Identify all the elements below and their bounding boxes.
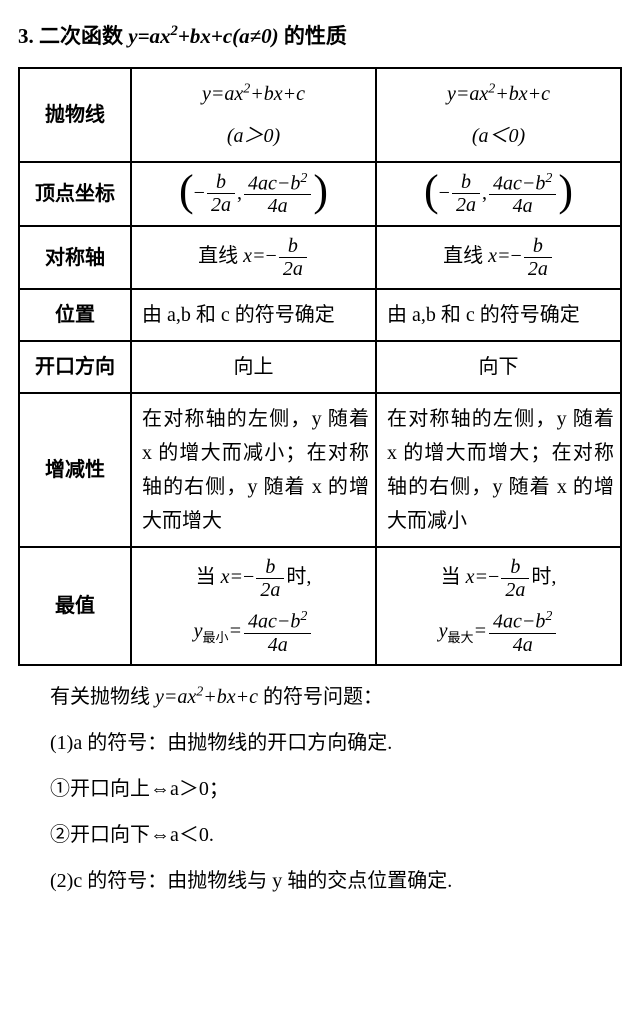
row-vertex: 顶点坐标 bbox=[19, 162, 131, 227]
axis-prefix: 直线 bbox=[443, 245, 488, 267]
header-pos: y=ax2+bx+c (a＞0) bbox=[131, 68, 376, 162]
note-1: (1)a 的符号：由抛物线的开口方向确定. bbox=[50, 726, 622, 760]
section-title: 3. 二次函数 y=ax2+bx+c(a≠0) 的性质 bbox=[18, 20, 622, 53]
row-axis: 对称轴 bbox=[19, 226, 131, 289]
ext-prefix: 当 bbox=[441, 566, 466, 588]
axis-pos: 直线 x=−b2a bbox=[131, 226, 376, 289]
extreme-pos: 当 x=−b2a时, y最小=4ac−b24a bbox=[131, 547, 376, 665]
ext-suffix: 时, bbox=[286, 566, 311, 588]
ymin-label: 最小 bbox=[203, 630, 229, 645]
row-position: 位置 bbox=[19, 289, 131, 341]
title-suffix: 的性质 bbox=[279, 24, 347, 48]
position-neg: 由 a,b 和 c 的符号确定 bbox=[376, 289, 621, 341]
row-mono: 增减性 bbox=[19, 393, 131, 547]
ext-prefix: 当 bbox=[196, 566, 221, 588]
note0-suffix: 的符号问题： bbox=[258, 686, 383, 708]
note0-prefix: 有关抛物线 bbox=[50, 686, 155, 708]
title-prefix: 3. 二次函数 bbox=[18, 24, 128, 48]
open-pos: 向上 bbox=[131, 341, 376, 393]
properties-table: 抛物线 y=ax2+bx+c (a＞0) y=ax2+bx+c (a＜0) 顶点… bbox=[18, 67, 622, 666]
row-open: 开口方向 bbox=[19, 341, 131, 393]
extreme-neg: 当 x=−b2a时, y最大=4ac−b24a bbox=[376, 547, 621, 665]
notes-section: 有关抛物线 y=ax2+bx+c 的符号问题： (1)a 的符号：由抛物线的开口… bbox=[18, 680, 622, 898]
note-4: (2)c 的符号：由抛物线与 y 轴的交点位置确定. bbox=[50, 864, 622, 898]
note-3: ②开口向下⇔a＜0. bbox=[50, 818, 622, 852]
row-parabola: 抛物线 bbox=[19, 68, 131, 162]
header-neg: y=ax2+bx+c (a＜0) bbox=[376, 68, 621, 162]
vertex-pos: (−b2a,4ac−b24a) bbox=[131, 162, 376, 227]
cond-neg: (a＜0) bbox=[472, 119, 525, 153]
axis-neg: 直线 x=−b2a bbox=[376, 226, 621, 289]
note-0: 有关抛物线 y=ax2+bx+c 的符号问题： bbox=[50, 680, 622, 714]
note-2: ①开口向上⇔a＞0； bbox=[50, 772, 622, 806]
ymax-label: 最大 bbox=[448, 630, 474, 645]
vertex-neg: (−b2a,4ac−b24a) bbox=[376, 162, 621, 227]
open-neg: 向下 bbox=[376, 341, 621, 393]
axis-prefix: 直线 bbox=[198, 245, 243, 267]
cond-pos: (a＞0) bbox=[227, 119, 280, 153]
ext-suffix: 时, bbox=[531, 566, 556, 588]
row-extreme: 最值 bbox=[19, 547, 131, 665]
position-pos: 由 a,b 和 c 的符号确定 bbox=[131, 289, 376, 341]
mono-pos: 在对称轴的左侧，y 随着 x 的增大而减小；在对称轴的右侧，y 随着 x 的增大… bbox=[131, 393, 376, 547]
title-formula: y=ax2+bx+c(a≠0) bbox=[128, 24, 278, 48]
mono-neg: 在对称轴的左侧，y 随着 x 的增大而增大；在对称轴的右侧，y 随着 x 的增大… bbox=[376, 393, 621, 547]
